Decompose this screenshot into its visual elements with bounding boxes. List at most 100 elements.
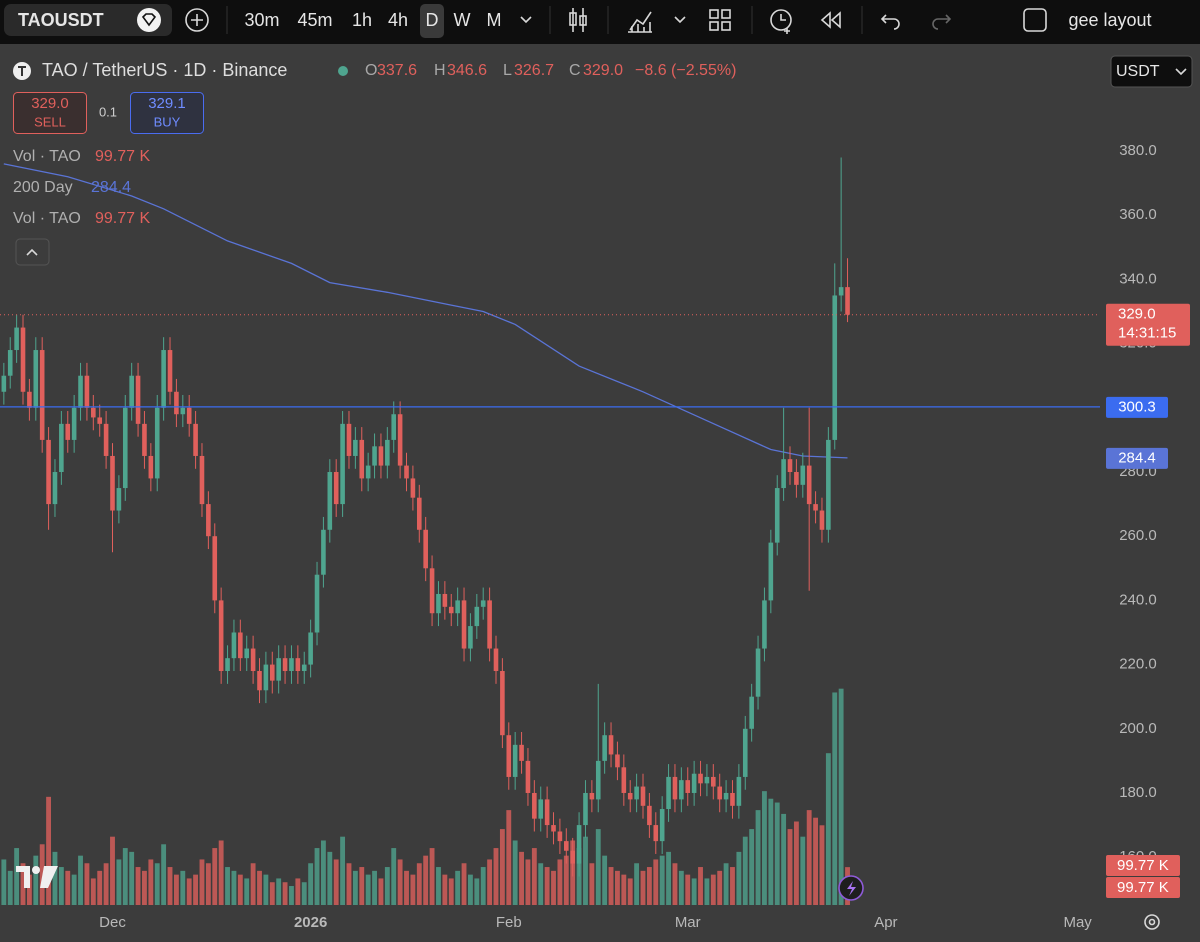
hline-label: 300.3 <box>1118 398 1156 415</box>
buy-button[interactable] <box>130 92 204 134</box>
ohlc-value: 326.7 <box>514 62 554 79</box>
currency-box[interactable] <box>1110 55 1193 88</box>
candle-body <box>730 792 735 806</box>
candle-body <box>487 600 492 649</box>
candle-body <box>429 568 435 614</box>
volume-bar <box>225 867 230 905</box>
volume-bar <box>634 863 640 905</box>
sell-button[interactable] <box>13 92 87 134</box>
candle-body <box>199 455 205 505</box>
volume-bar <box>678 870 684 905</box>
add-plus <box>191 14 203 26</box>
volume-bar <box>455 870 461 905</box>
sell-label[interactable]: SELL <box>34 114 66 129</box>
interval[interactable]: W <box>454 10 471 30</box>
ohlc-value: 346.6 <box>447 62 487 79</box>
candle-body <box>570 850 575 864</box>
volume-bar <box>691 878 697 905</box>
chevron[interactable] <box>674 16 686 24</box>
legend-name: 200 Day <box>13 179 73 196</box>
volume-bar <box>487 859 493 905</box>
volume-bar <box>474 878 480 905</box>
undo-icon[interactable] <box>880 14 900 30</box>
volume-bar <box>161 844 167 905</box>
candle-body <box>91 407 96 418</box>
candle-body <box>27 391 32 408</box>
candle-body <box>551 825 556 832</box>
interval[interactable]: D <box>426 10 439 30</box>
diamond-icon[interactable] <box>137 8 161 32</box>
candle-body <box>308 632 313 665</box>
logo-part <box>32 866 40 874</box>
volume-bar <box>39 844 45 905</box>
candle-body <box>97 417 103 424</box>
candle-body <box>282 658 288 672</box>
volume-bar <box>551 870 556 905</box>
symbol-box[interactable] <box>4 4 172 36</box>
buy-label[interactable]: BUY <box>154 114 181 129</box>
volume-bar <box>340 836 346 905</box>
candle-body <box>563 841 569 851</box>
volume-bar <box>442 874 448 905</box>
symbol-logo-t <box>18 66 26 76</box>
layout-checkbox[interactable] <box>1023 8 1047 32</box>
interval[interactable]: 30m <box>244 10 279 30</box>
volume-bar <box>346 863 352 905</box>
alert-icon[interactable] <box>770 9 792 31</box>
currency[interactable]: USDT <box>1116 63 1160 80</box>
ohlc-value: 337.6 <box>377 62 417 79</box>
candles-icon[interactable] <box>572 8 584 32</box>
candle-body <box>806 465 812 505</box>
volume-bar <box>819 825 825 905</box>
volume-bar <box>557 859 563 905</box>
buy-price[interactable]: 329.1 <box>148 95 186 112</box>
volume-bar <box>685 874 691 905</box>
candle-body <box>218 600 224 672</box>
volume-bar <box>282 882 288 905</box>
candle-body <box>397 414 403 466</box>
add-icon[interactable] <box>185 8 209 32</box>
candle-body <box>698 773 703 784</box>
volume-bar <box>314 848 320 905</box>
status-dot <box>338 66 348 76</box>
candle-body <box>525 760 531 793</box>
chevron[interactable] <box>520 16 532 24</box>
candle-body <box>161 350 166 408</box>
volume-bar <box>595 829 601 905</box>
interval[interactable]: 45m <box>297 10 332 30</box>
sell-price[interactable]: 329.0 <box>31 95 69 112</box>
candle-body <box>295 658 301 672</box>
candle-body <box>749 696 754 729</box>
replay-icon[interactable] <box>820 11 841 29</box>
volume-bar <box>397 859 403 905</box>
y-tick-label: 340.0 <box>1119 270 1157 287</box>
interval[interactable]: 4h <box>388 10 408 30</box>
candle-body <box>78 375 83 408</box>
ohlc-label: H <box>434 62 446 79</box>
volume-bar <box>429 848 435 905</box>
interval[interactable]: 1h <box>352 10 372 30</box>
candle-body <box>768 542 774 601</box>
candle-body <box>742 728 748 777</box>
volume-bar <box>717 870 723 905</box>
symbol[interactable]: TAOUSDT <box>18 10 104 30</box>
volume-bar <box>199 859 205 905</box>
candle-body <box>333 472 339 505</box>
x-tick-label: Dec <box>99 914 126 931</box>
x-tick-label: 2026 <box>294 914 327 931</box>
candle-body <box>129 375 134 408</box>
interval[interactable]: M <box>487 10 502 30</box>
candle-body <box>826 439 831 530</box>
candle-body <box>135 375 141 424</box>
collapse-button[interactable] <box>15 238 50 266</box>
volume-bar <box>583 836 588 905</box>
volume-bar <box>781 813 787 905</box>
indicators-icon[interactable] <box>628 11 652 33</box>
layout-name[interactable]: gee layout <box>1068 10 1151 30</box>
settings-icon[interactable] <box>1144 914 1160 930</box>
volume-bar <box>52 851 58 905</box>
layout-icon[interactable] <box>709 9 719 19</box>
candle-body <box>39 350 45 440</box>
redo-icon[interactable] <box>932 14 952 30</box>
